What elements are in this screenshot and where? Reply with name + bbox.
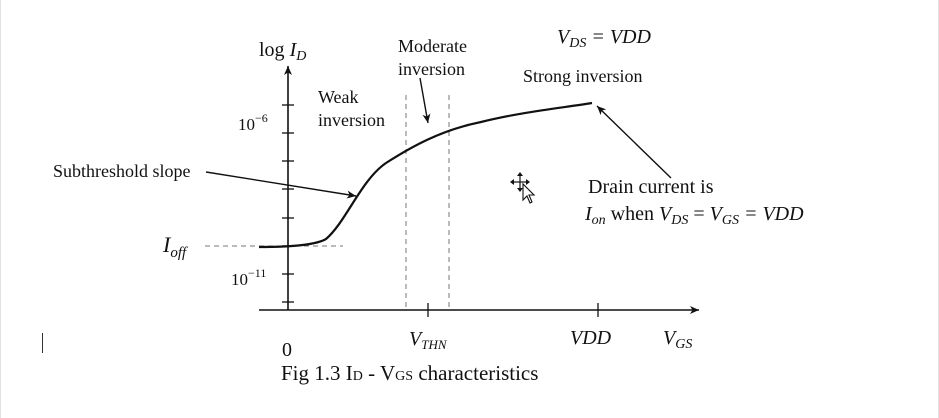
text-caret [42,333,43,353]
y-tick-label-1e-6: 10−6 [238,111,268,134]
x-tick-label-vdd: VDD [570,327,612,349]
x-tick-label-vthn: VTHN [409,328,448,352]
x-axis-ticks [427,303,599,317]
drain-current-label-line1: Drain current is [588,176,714,198]
drain-current-label-line2: Ion when VDS = VGS = VDD [584,203,804,228]
ioff-label: Ioff [162,232,188,261]
moderate-arrow [419,77,431,124]
x-axis-label: VGS [663,327,692,352]
y-tick-label-1e-11: 10−11 [231,266,266,289]
subthreshold-arrow [205,171,357,199]
y-axis-ticks [282,104,294,303]
weak-inversion-label: Weak inversion [318,87,385,130]
moderate-inversion-label: Moderate inversion [398,36,471,79]
condition-label: VDS = VDD [557,26,652,51]
move-cursor-icon [510,172,536,204]
drain-current-arrow [596,105,672,179]
strong-inversion-label: Strong inversion [523,66,643,86]
x-tick-label-zero: 0 [282,339,292,361]
y-axis-label: log ID [259,39,306,64]
subthreshold-slope-label: Subthreshold slope [53,161,191,181]
figure-caption: Fig 1.3 ID - VGS characteristics [281,361,538,385]
id-vgs-curve [258,101,593,249]
